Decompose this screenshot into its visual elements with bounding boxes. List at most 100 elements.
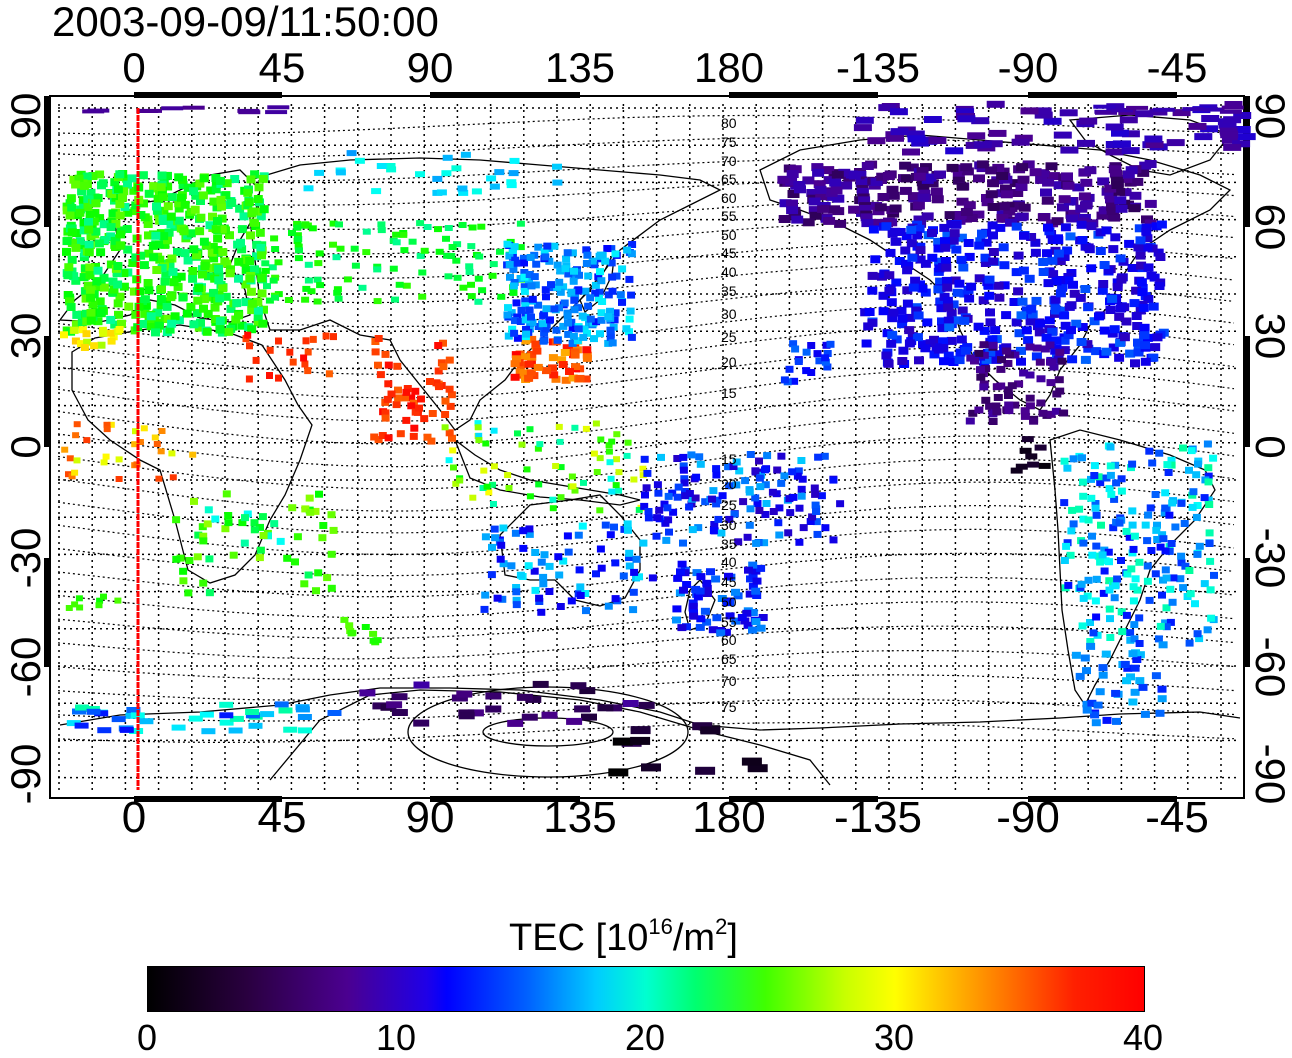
tec-point [451,165,462,172]
tec-point [861,339,872,348]
tec-point [581,375,591,383]
tec-point [1044,316,1055,325]
tec-point [1077,580,1086,588]
tec-point [734,538,743,546]
tec-point [444,225,453,231]
tec-point [915,255,926,264]
tec-point [1206,557,1215,565]
tec-point [213,217,222,225]
tec-point [467,281,475,288]
tec-point [537,608,546,616]
tec-point [448,244,457,250]
tec-point [199,532,208,540]
tec-point [97,341,106,349]
tec-point [1091,500,1100,507]
tec-point [489,183,500,190]
tec-point [1136,278,1147,287]
tec-point [581,713,597,721]
tec-point [178,180,188,189]
tec-point [157,285,166,293]
tec-point [951,220,961,229]
tec-point [402,282,411,289]
tec-point [547,281,555,289]
tec-point [1104,548,1113,556]
tec-point [1193,550,1202,558]
tec-point [490,501,497,507]
tec-point [570,351,580,359]
tec-point [1034,444,1047,451]
tec-point [235,204,245,213]
tec-point [923,116,942,123]
tec-point [487,571,496,579]
tec-point [258,174,268,183]
tec-point [418,269,427,276]
tec-point [799,524,808,532]
tec-point [1019,447,1032,454]
tec-point [1204,478,1213,486]
tec-point [115,170,125,179]
tec-point [441,424,449,431]
tec-point [1011,138,1030,146]
tec-point [569,332,578,340]
tec-point [936,304,947,313]
tec-point [1097,521,1105,529]
tec-point [1020,412,1030,420]
tec-point [934,170,946,179]
tec-point [301,221,310,228]
tec-point [886,134,904,142]
tec-point [115,476,123,482]
tec-point [1204,496,1213,504]
tec-point [514,430,521,437]
tec-point [1026,233,1037,241]
tec-point [1059,253,1070,261]
tec-point [524,562,533,570]
tec-point [1209,454,1218,462]
tec-point [1115,338,1126,347]
tec-point [1138,683,1148,691]
tec-point [195,227,205,236]
tec-point [189,245,199,254]
tec-point [1083,303,1094,312]
tec-point [336,245,345,252]
tec-point [475,253,484,260]
tec-point [948,300,959,309]
tec-point [716,629,726,637]
tec-point [1093,701,1103,709]
tec-point [524,360,534,368]
tec-point [832,194,845,203]
tec-point [91,199,101,208]
timestamp-title: 2003-09-09/11:50:00 [52,0,439,45]
tec-point [496,248,504,255]
tec-point [452,480,460,487]
tec-point [1137,168,1150,177]
tec-point [173,248,182,256]
tec-point [888,308,899,317]
tec-point [540,329,549,337]
tec-point [524,374,534,382]
tec-point [859,204,872,213]
tec-point [891,335,902,344]
tec-point [751,587,761,595]
tec-point [987,203,1000,211]
tec-point [681,492,690,500]
tec-point [1179,584,1188,592]
tec-point [628,241,637,248]
magnetic-contour [57,528,1235,577]
tec-point [439,363,448,371]
tec-point [521,297,530,305]
tec-point [793,181,806,189]
tec-point [1009,298,1020,306]
tec-point [1115,304,1126,313]
tec-point [1093,104,1116,109]
tec-point [510,373,520,381]
tec-point [516,318,525,325]
tec-point [1125,166,1138,175]
tec-point [618,265,627,273]
tec-point [1059,311,1070,320]
tec-point [1158,641,1168,649]
tec-point [248,722,263,729]
tec-point [601,521,610,529]
tec-point [902,266,913,275]
tec-point [216,176,225,185]
tec-point [588,257,597,265]
